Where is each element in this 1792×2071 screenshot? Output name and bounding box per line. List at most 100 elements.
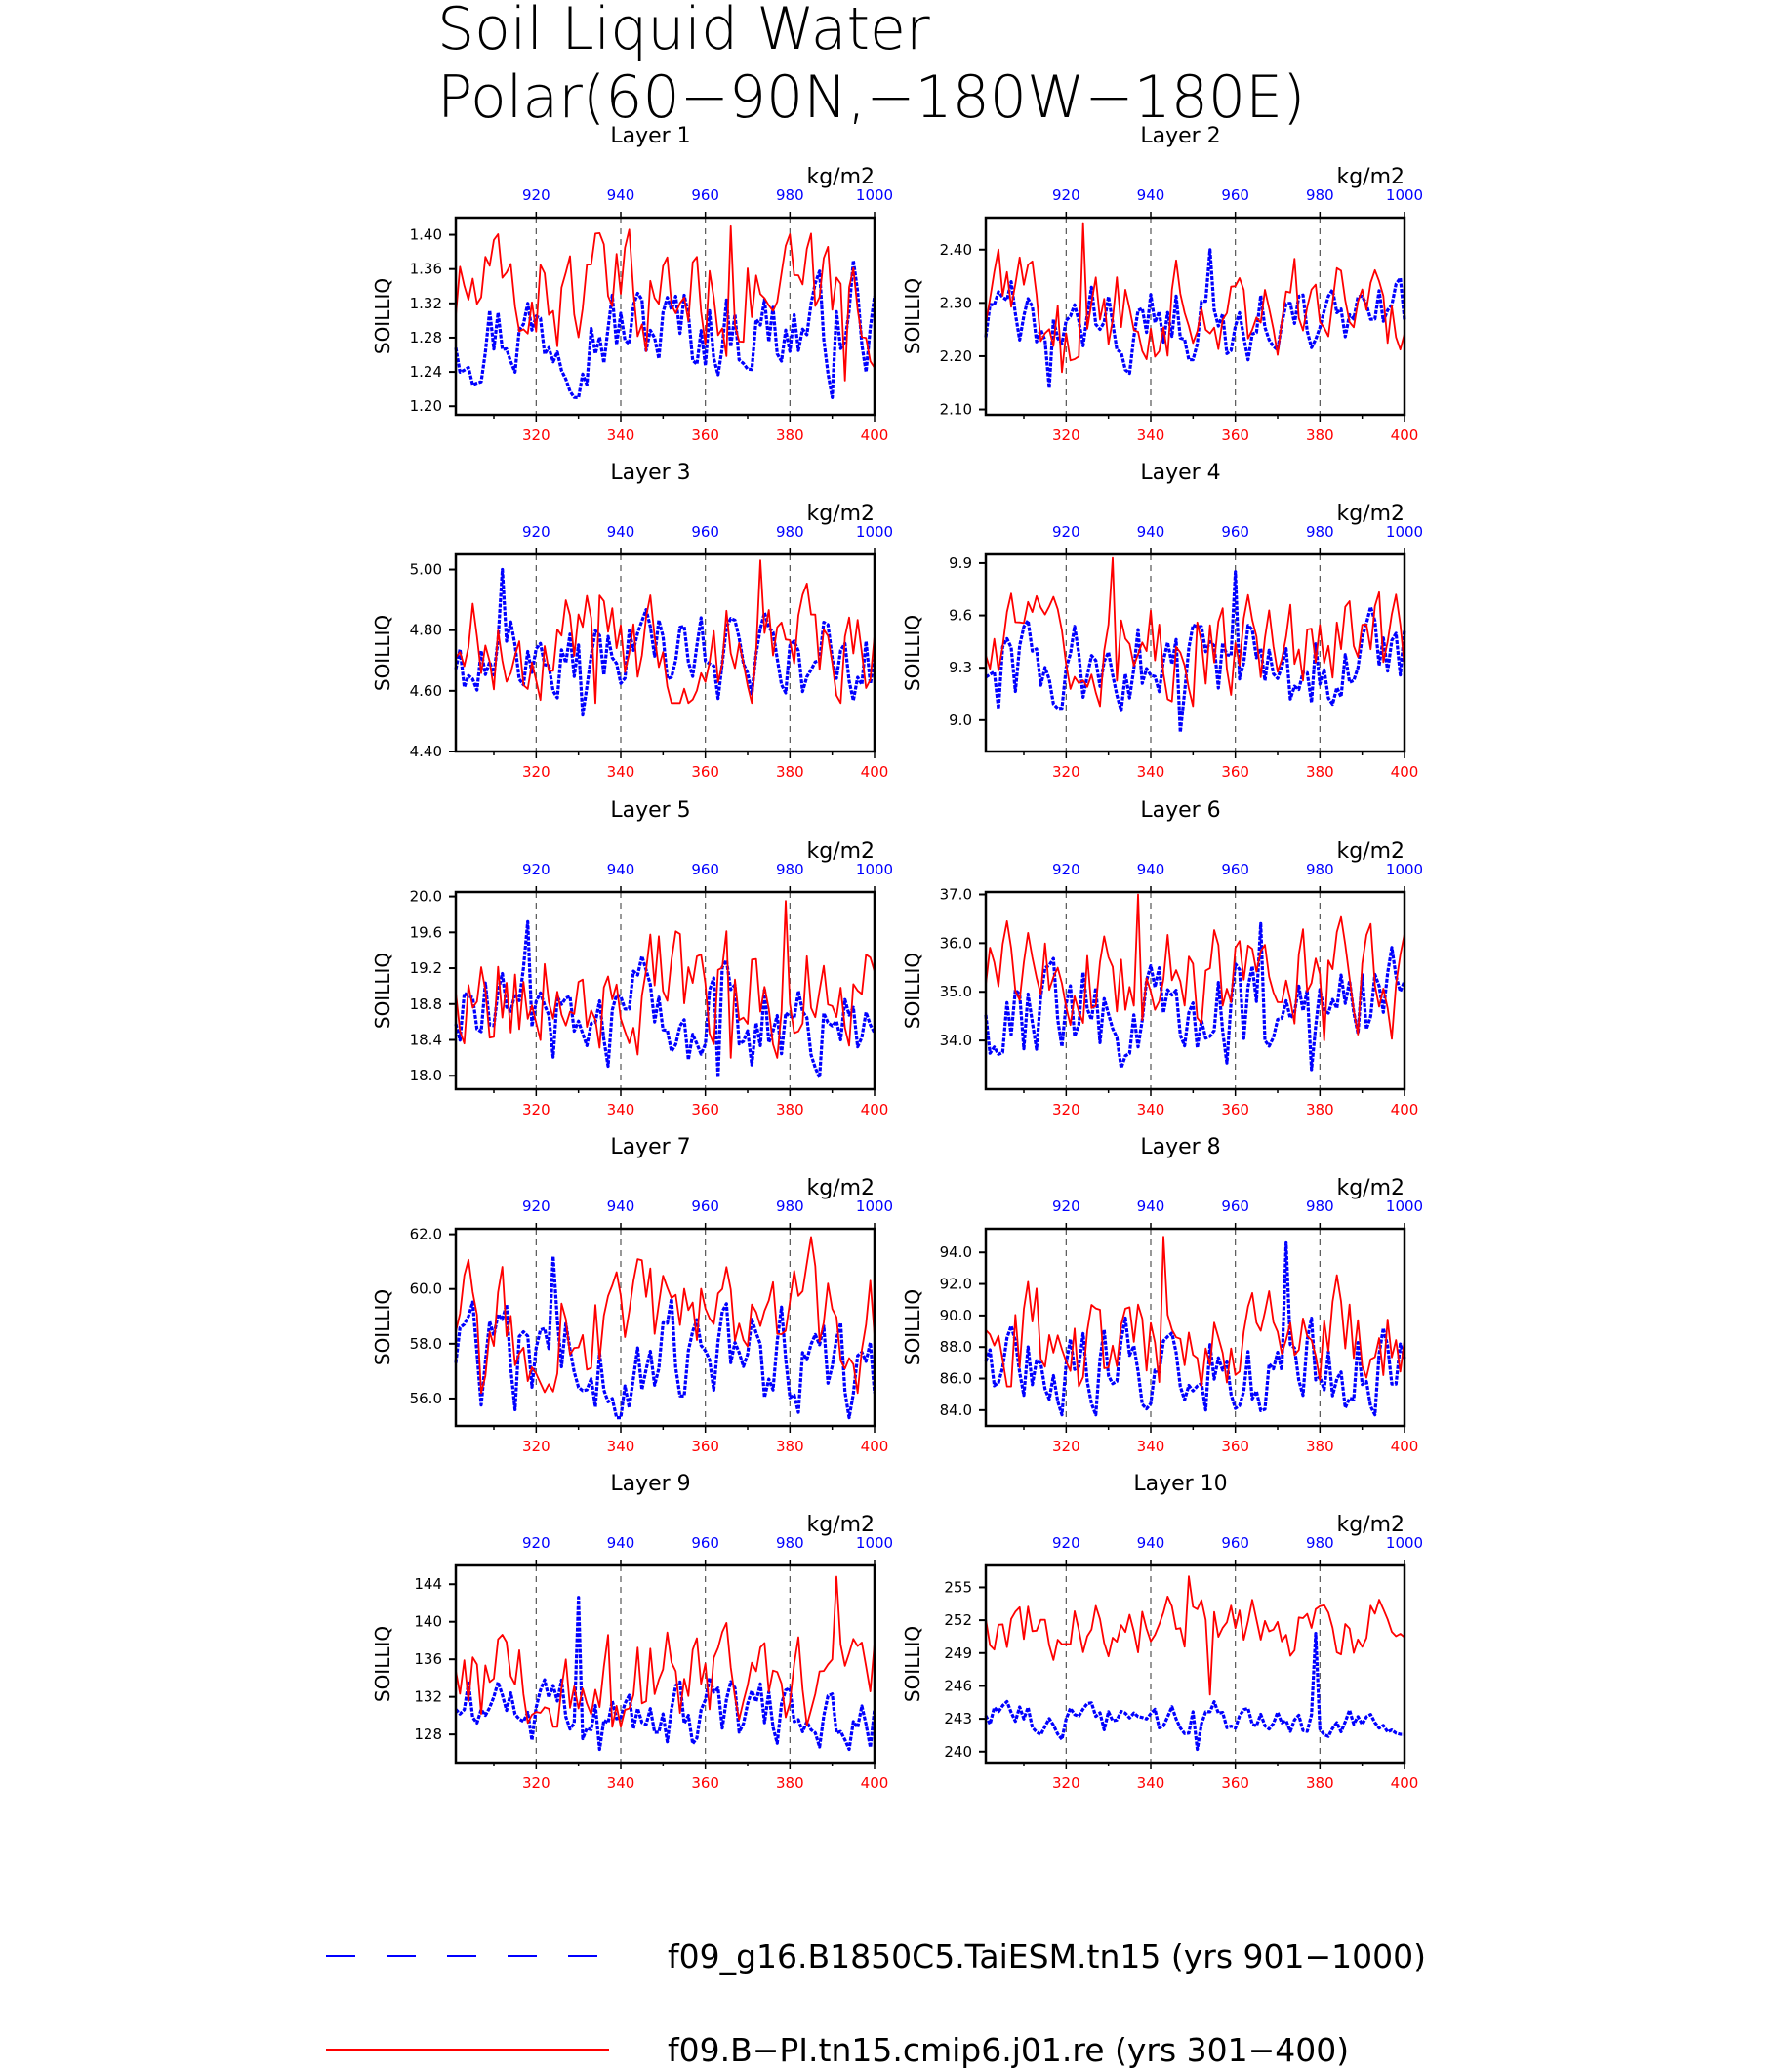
x-top-tick-label: 960 [1221,523,1249,541]
x-top-tick-label: 940 [1137,1198,1165,1215]
x-top-tick-label: 1000 [856,1198,893,1215]
x-bottom-tick-label: 360 [1221,1438,1249,1455]
x-top-tick-label: 920 [522,523,550,541]
x-bottom-tick-label: 340 [607,1438,635,1455]
plot-frame [454,552,876,753]
y-tick-label: 9.3 [949,659,972,676]
plot-frame [984,1563,1406,1765]
x-top-tick-label: 960 [691,1198,719,1215]
series-line-cmip6 [985,1575,1405,1696]
x-top-tick-label: 920 [1052,1198,1080,1215]
x-top-tick-label: 980 [776,1198,804,1215]
panel-title: Layer 5 [610,798,690,823]
x-top-tick-label: 980 [1306,1198,1334,1215]
y-tick-label: 60.0 [410,1280,442,1298]
y-tick-label: 240 [944,1743,972,1761]
plot-frame [984,1227,1406,1428]
x-top-tick-label: 920 [522,1198,550,1215]
y-tick-label: 4.40 [410,743,442,760]
units-label: kg/m2 [806,165,875,189]
panel-title: Layer 10 [1133,1472,1227,1496]
y-tick-label: 18.4 [410,1032,442,1049]
x-bottom-tick-label: 320 [1052,426,1080,444]
y-axis-label: SOILLIQ [901,278,924,354]
plot-frame [984,890,1406,1091]
x-top-tick-label: 980 [776,523,804,541]
x-bottom-tick-label: 340 [1137,1438,1165,1455]
series-line-taiesm [454,259,876,399]
series-line-cmip6 [455,559,876,705]
x-bottom-tick-label: 320 [1052,1101,1080,1118]
panel-layer-3: Layer 3 kg/m2 4.40 4.60 4.80 5.00 320 340 360 380… [371,461,893,781]
panel-title: Layer 7 [610,1135,690,1159]
x-bottom-tick-label: 400 [861,426,889,444]
x-bottom-tick-label: 380 [1306,763,1334,781]
x-bottom-tick-label: 380 [776,1774,804,1792]
y-tick-label: 37.0 [940,885,972,903]
x-top-tick-label: 920 [1052,861,1080,878]
x-bottom-tick-label: 320 [522,1774,550,1792]
x-bottom-tick-label: 380 [1306,1101,1334,1118]
y-tick-label: 128 [414,1726,442,1743]
x-bottom-tick-label: 320 [1052,763,1080,781]
units-label: kg/m2 [1336,1513,1405,1537]
x-bottom-tick-label: 340 [607,1774,635,1792]
y-tick-label: 2.30 [940,294,972,311]
y-axis-label: SOILLIQ [371,1626,394,1702]
x-bottom-tick-label: 360 [1221,1774,1249,1792]
y-tick-label: 4.60 [410,682,442,700]
x-bottom-tick-label: 400 [861,1774,889,1792]
plot-frame [454,890,876,1091]
legend: f09_g16.B1850C5.TaiESM.tn15 (yrs 901−100… [326,1937,1426,2069]
series-line-cmip6 [455,1575,876,1728]
x-bottom-tick-label: 400 [861,1438,889,1455]
series-line-taiesm [985,570,1406,734]
x-top-tick-label: 920 [1052,186,1080,204]
y-tick-label: 18.8 [410,995,442,1013]
y-tick-label: 58.0 [410,1335,442,1353]
x-bottom-tick-label: 380 [1306,1774,1334,1792]
x-top-tick-label: 1000 [1386,186,1423,204]
plot-frame [454,216,876,417]
panel-title: Layer 6 [1140,798,1220,823]
x-top-tick-label: 960 [1221,861,1249,878]
y-axis-label: SOILLIQ [371,615,394,691]
x-bottom-tick-label: 340 [607,1101,635,1118]
x-bottom-tick-label: 360 [1221,763,1249,781]
panel-layer-7: Layer 7 kg/m2 56.0 58.0 60.0 62.0 320 340 360 380… [371,1135,893,1455]
legend-label-taiesm: f09_g16.B1850C5.TaiESM.tn15 (yrs 901−100… [668,1937,1426,1975]
x-bottom-tick-label: 380 [1306,1438,1334,1455]
x-top-tick-label: 960 [691,523,719,541]
units-label: kg/m2 [806,1513,875,1537]
x-bottom-tick-label: 360 [691,1438,719,1455]
panel-title: Layer 9 [610,1472,690,1496]
x-top-tick-label: 1000 [1386,523,1423,541]
panel-title: Layer 8 [1140,1135,1220,1159]
panel-layer-5: Layer 5 kg/m2 18.0 18.4 18.8 19.2 19.6 20.0 320 3… [371,798,893,1118]
y-tick-label: 1.40 [410,226,442,244]
x-top-tick-label: 920 [1052,1534,1080,1552]
x-bottom-tick-label: 340 [607,426,635,444]
x-top-tick-label: 940 [1137,186,1165,204]
y-axis-label: SOILLIQ [371,278,394,354]
x-top-tick-label: 940 [1137,861,1165,878]
x-bottom-tick-label: 320 [522,1438,550,1455]
y-tick-label: 9.0 [949,711,972,729]
y-tick-label: 252 [944,1611,972,1629]
y-tick-label: 5.00 [410,561,442,579]
y-tick-label: 255 [944,1578,972,1596]
units-label: kg/m2 [1336,1176,1405,1200]
series-line-cmip6 [455,1236,876,1395]
x-bottom-tick-label: 360 [691,426,719,444]
units-label: kg/m2 [1336,839,1405,864]
x-top-tick-label: 980 [1306,1534,1334,1552]
x-top-tick-label: 1000 [856,523,893,541]
panel-grid: Layer 1 kg/m2 1.20 1.24 1.28 1.32 1.36 1.40 320 3… [371,124,1423,1792]
x-bottom-tick-label: 360 [691,763,719,781]
series-line-taiesm [984,1631,1405,1752]
x-top-tick-label: 940 [607,861,635,878]
y-tick-label: 35.0 [940,983,972,1000]
y-tick-label: 34.0 [940,1032,972,1049]
y-tick-label: 249 [944,1645,972,1662]
series-line-taiesm [984,921,1406,1072]
